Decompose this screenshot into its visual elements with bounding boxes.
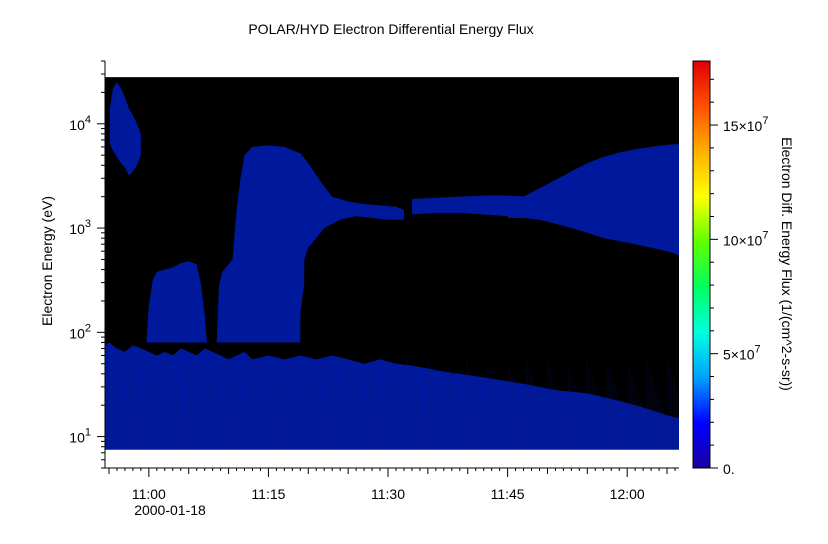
- x-tick-label: 12:00: [610, 486, 645, 502]
- flux-region-low-energy: [105, 342, 679, 450]
- y-tick-label: 104: [69, 114, 91, 133]
- colorbar-scale: [692, 60, 711, 469]
- y-axis-label: Electron Energy (eV): [39, 196, 55, 326]
- flux-texture: [106, 360, 678, 450]
- y-tick-label: 101: [69, 427, 91, 446]
- x-axis-date-label: 2000-01-18: [134, 502, 206, 518]
- x-tick-label: 11:00: [132, 486, 166, 502]
- flux-region-high-energy-early-burst: [109, 82, 141, 176]
- colorbar: 0. 5×107 10×107 15×107: [692, 60, 768, 477]
- flux-region-mid-energy-ramp-11-10: [216, 145, 404, 343]
- flux-region-high-energy-late-spread: [507, 143, 679, 256]
- x-tick-label: 11:30: [371, 486, 405, 502]
- colorbar-tick-label: 5×107: [723, 344, 761, 363]
- colorbar-tick-label: 10×107: [723, 229, 768, 248]
- x-tick-label: 11:45: [491, 486, 525, 502]
- y-tick-label: 103: [69, 218, 91, 237]
- chart-title: POLAR/HYD Electron Differential Energy F…: [248, 21, 533, 37]
- colorbar-label: Electron Diff. Energy Flux (1/(cm^2-s-sr…: [779, 137, 795, 391]
- y-tick-label: 102: [69, 322, 91, 341]
- colorbar-tick-label: 0.: [723, 461, 735, 477]
- plot-area: [104, 61, 679, 469]
- flux-region-mid-energy-band-11-30-11-45: [411, 195, 532, 217]
- x-tick-label: 11:15: [251, 486, 285, 502]
- colorbar-tick-label: 15×107: [723, 115, 768, 134]
- flux-region-mid-energy-ramp-11-05: [146, 261, 208, 343]
- y-axis: 101 102 103 104: [69, 60, 105, 469]
- x-axis: 11:00 11:15 11:30 11:45 12:00: [108, 468, 676, 502]
